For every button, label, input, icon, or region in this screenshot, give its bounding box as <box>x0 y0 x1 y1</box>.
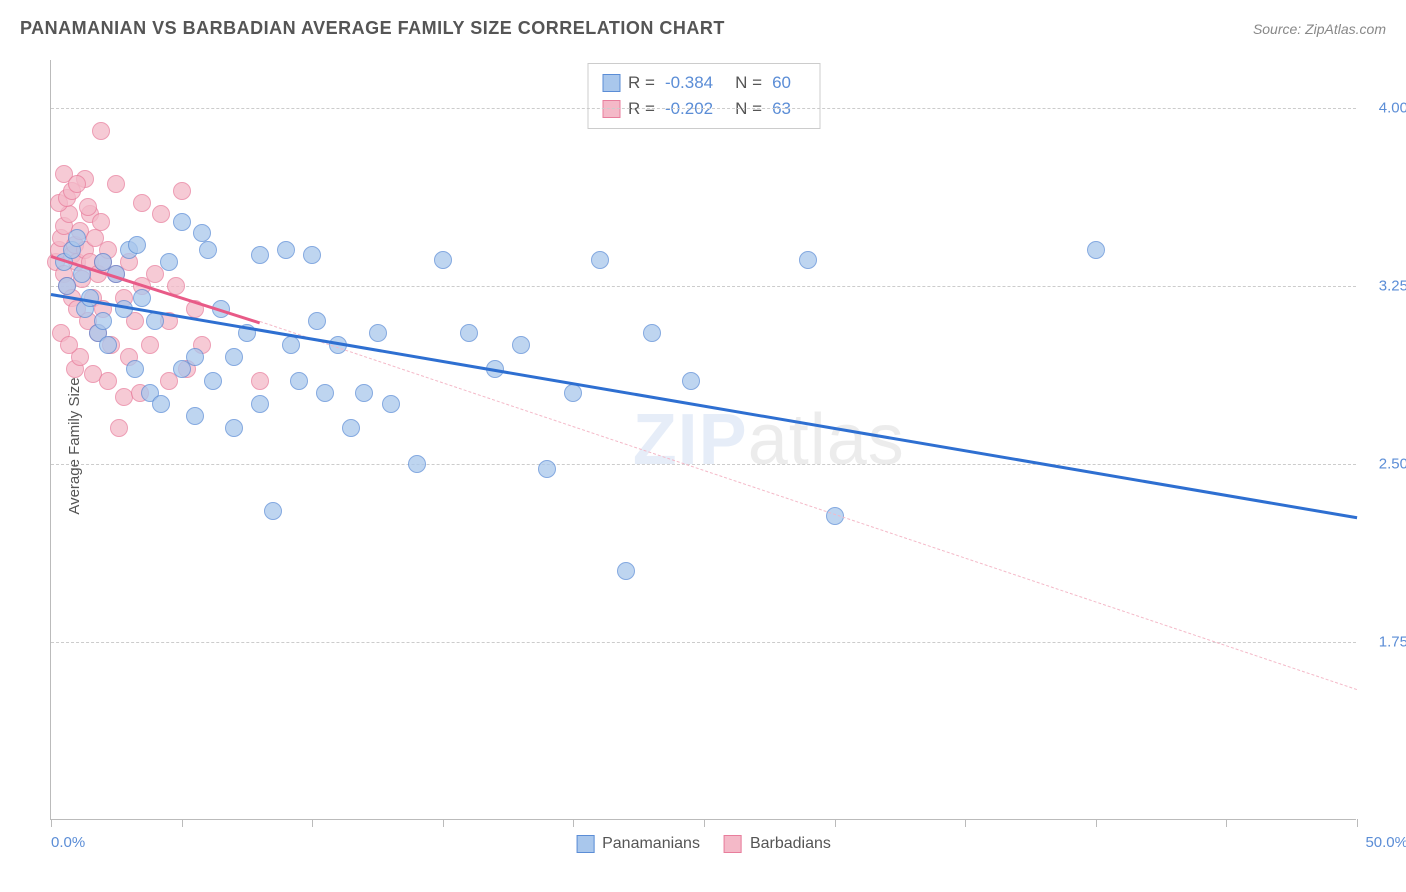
swatch-barbadians <box>602 100 620 118</box>
stats-row-panamanians: R = -0.384 N = 60 <box>602 70 805 96</box>
data-point-panamanians <box>538 460 556 478</box>
data-point-panamanians <box>193 224 211 242</box>
x-tick <box>1226 819 1227 827</box>
stats-legend-box: R = -0.384 N = 60 R = -0.202 N = 63 <box>587 63 820 129</box>
y-tick-label: 4.00 <box>1379 99 1406 116</box>
data-point-panamanians <box>460 324 478 342</box>
chart-plot-area: ZIPatlas R = -0.384 N = 60 R = -0.202 N … <box>50 60 1356 820</box>
watermark: ZIPatlas <box>633 399 905 481</box>
data-point-panamanians <box>290 372 308 390</box>
data-point-panamanians <box>204 372 222 390</box>
data-point-panamanians <box>199 241 217 259</box>
source-label: Source: ZipAtlas.com <box>1253 21 1386 37</box>
x-tick <box>573 819 574 827</box>
swatch-panamanians <box>602 74 620 92</box>
data-point-barbadians <box>141 336 159 354</box>
legend-item-barbadians: Barbadians <box>724 835 831 853</box>
data-point-panamanians <box>152 395 170 413</box>
n-value-panamanians: 60 <box>772 70 791 96</box>
data-point-barbadians <box>152 205 170 223</box>
data-point-barbadians <box>133 194 151 212</box>
x-axis-max-label: 50.0% <box>1365 834 1406 851</box>
x-tick <box>1357 819 1358 827</box>
x-tick <box>182 819 183 827</box>
data-point-panamanians <box>277 241 295 259</box>
data-point-barbadians <box>60 336 78 354</box>
gridline-h <box>51 108 1356 109</box>
trend-line <box>260 321 1357 690</box>
data-point-panamanians <box>68 229 86 247</box>
data-point-barbadians <box>92 122 110 140</box>
data-point-barbadians <box>110 419 128 437</box>
data-point-panamanians <box>303 246 321 264</box>
data-point-panamanians <box>225 419 243 437</box>
x-tick <box>443 819 444 827</box>
x-tick <box>51 819 52 827</box>
legend-item-panamanians: Panamanians <box>576 835 700 853</box>
data-point-barbadians <box>79 198 97 216</box>
data-point-panamanians <box>369 324 387 342</box>
data-point-panamanians <box>799 251 817 269</box>
y-tick-label: 1.75 <box>1379 633 1406 650</box>
data-point-panamanians <box>264 502 282 520</box>
data-point-barbadians <box>99 372 117 390</box>
data-point-panamanians <box>1087 241 1105 259</box>
x-tick <box>835 819 836 827</box>
data-point-panamanians <box>133 289 151 307</box>
data-point-panamanians <box>225 348 243 366</box>
data-point-panamanians <box>99 336 117 354</box>
data-point-panamanians <box>342 419 360 437</box>
data-point-panamanians <box>173 213 191 231</box>
x-tick <box>704 819 705 827</box>
data-point-panamanians <box>408 455 426 473</box>
data-point-panamanians <box>251 395 269 413</box>
x-tick <box>1096 819 1097 827</box>
chart-title: PANAMANIAN VS BARBADIAN AVERAGE FAMILY S… <box>20 18 725 39</box>
data-point-barbadians <box>107 175 125 193</box>
x-axis-min-label: 0.0% <box>51 834 85 851</box>
x-tick <box>312 819 313 827</box>
data-point-panamanians <box>160 253 178 271</box>
x-tick <box>965 819 966 827</box>
data-point-panamanians <box>355 384 373 402</box>
data-point-panamanians <box>617 562 635 580</box>
gridline-h <box>51 642 1356 643</box>
gridline-h <box>51 286 1356 287</box>
data-point-panamanians <box>251 246 269 264</box>
data-point-panamanians <box>58 277 76 295</box>
data-point-panamanians <box>308 312 326 330</box>
gridline-h <box>51 464 1356 465</box>
data-point-panamanians <box>282 336 300 354</box>
data-point-panamanians <box>512 336 530 354</box>
data-point-panamanians <box>128 236 146 254</box>
data-point-panamanians <box>382 395 400 413</box>
r-value-barbadians: -0.202 <box>665 96 713 122</box>
data-point-panamanians <box>434 251 452 269</box>
data-point-panamanians <box>591 251 609 269</box>
data-point-barbadians <box>68 175 86 193</box>
data-point-panamanians <box>186 407 204 425</box>
data-point-barbadians <box>92 213 110 231</box>
data-point-panamanians <box>94 312 112 330</box>
n-value-barbadians: 63 <box>772 96 791 122</box>
data-point-panamanians <box>682 372 700 390</box>
trend-line <box>51 293 1357 519</box>
data-point-panamanians <box>126 360 144 378</box>
data-point-panamanians <box>316 384 334 402</box>
data-point-barbadians <box>173 182 191 200</box>
y-tick-label: 2.50 <box>1379 455 1406 472</box>
data-point-panamanians <box>186 348 204 366</box>
data-point-barbadians <box>251 372 269 390</box>
y-tick-label: 3.25 <box>1379 277 1406 294</box>
stats-row-barbadians: R = -0.202 N = 63 <box>602 96 805 122</box>
legend-bottom: Panamanians Barbadians <box>576 835 831 853</box>
r-value-panamanians: -0.384 <box>665 70 713 96</box>
data-point-panamanians <box>643 324 661 342</box>
